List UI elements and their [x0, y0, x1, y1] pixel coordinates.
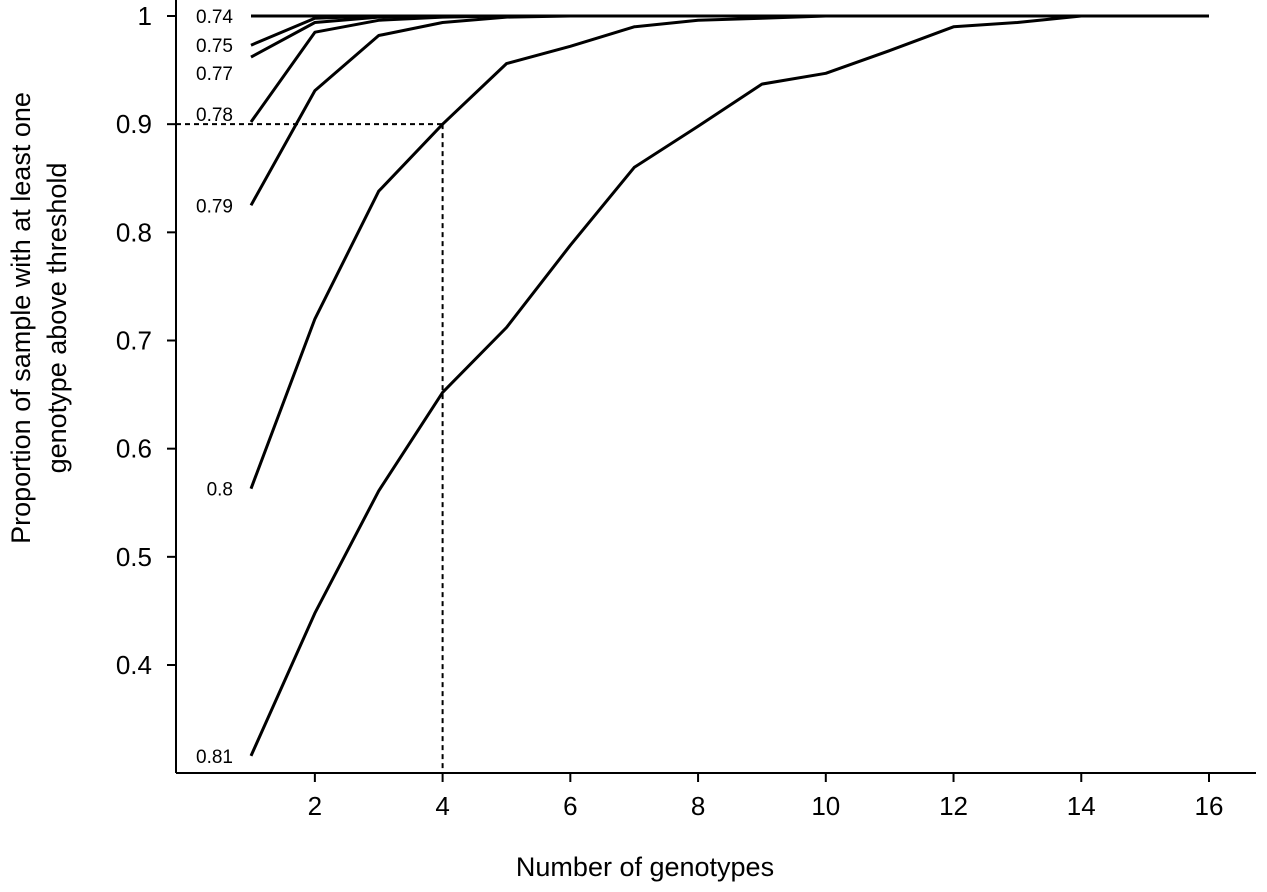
y-axis-title-line-1: Proportion of sample with at least one — [6, 92, 36, 544]
x-axis-title: Number of genotypes — [516, 852, 774, 882]
y-axis-ticks: 0.4 0.5 0.6 0.7 0.8 0.9 1 — [116, 1, 176, 680]
x-axis-ticks: 2 4 6 8 10 12 14 16 — [308, 773, 1224, 821]
x-tick-label: 8 — [691, 791, 705, 821]
x-tick-label: 6 — [563, 791, 577, 821]
series-label-0-79: 0.79 — [196, 196, 233, 217]
series-label-0-81: 0.81 — [196, 747, 233, 768]
x-tick-label: 16 — [1195, 791, 1224, 821]
series-label-0-74: 0.74 — [196, 7, 233, 28]
y-tick-label: 0.5 — [116, 542, 152, 572]
y-axis-title: Proportion of sample with at least one g… — [6, 92, 72, 544]
series-label-0-78: 0.78 — [196, 105, 233, 126]
series-line-0-79 — [249, 14, 1209, 207]
y-tick-label: 0.6 — [116, 434, 152, 464]
series-line-0-81 — [249, 14, 1209, 757]
x-tick-label: 12 — [939, 791, 968, 821]
reference-guides — [176, 123, 444, 773]
series-lines — [249, 14, 1209, 757]
y-tick-label: 0.7 — [116, 326, 152, 356]
x-tick-label: 4 — [435, 791, 449, 821]
y-tick-label: 0.4 — [116, 650, 152, 680]
y-tick-label: 0.8 — [116, 217, 152, 247]
series-label-0-77: 0.77 — [196, 64, 233, 85]
series-line-0-77 — [250, 14, 1209, 59]
series-labels: 0.74 0.75 0.77 0.78 0.79 0.8 0.81 — [196, 7, 233, 768]
series-line-0-8 — [249, 14, 1209, 490]
series-label-0-8: 0.8 — [207, 480, 233, 501]
y-tick-label: 1 — [138, 1, 152, 31]
series-label-0-75: 0.75 — [196, 36, 233, 57]
x-tick-label: 10 — [811, 791, 840, 821]
x-tick-label: 14 — [1067, 791, 1096, 821]
y-axis-title-line-2: genotype above threshold — [42, 163, 72, 474]
y-tick-label: 0.9 — [116, 109, 152, 139]
x-tick-label: 2 — [308, 791, 322, 821]
